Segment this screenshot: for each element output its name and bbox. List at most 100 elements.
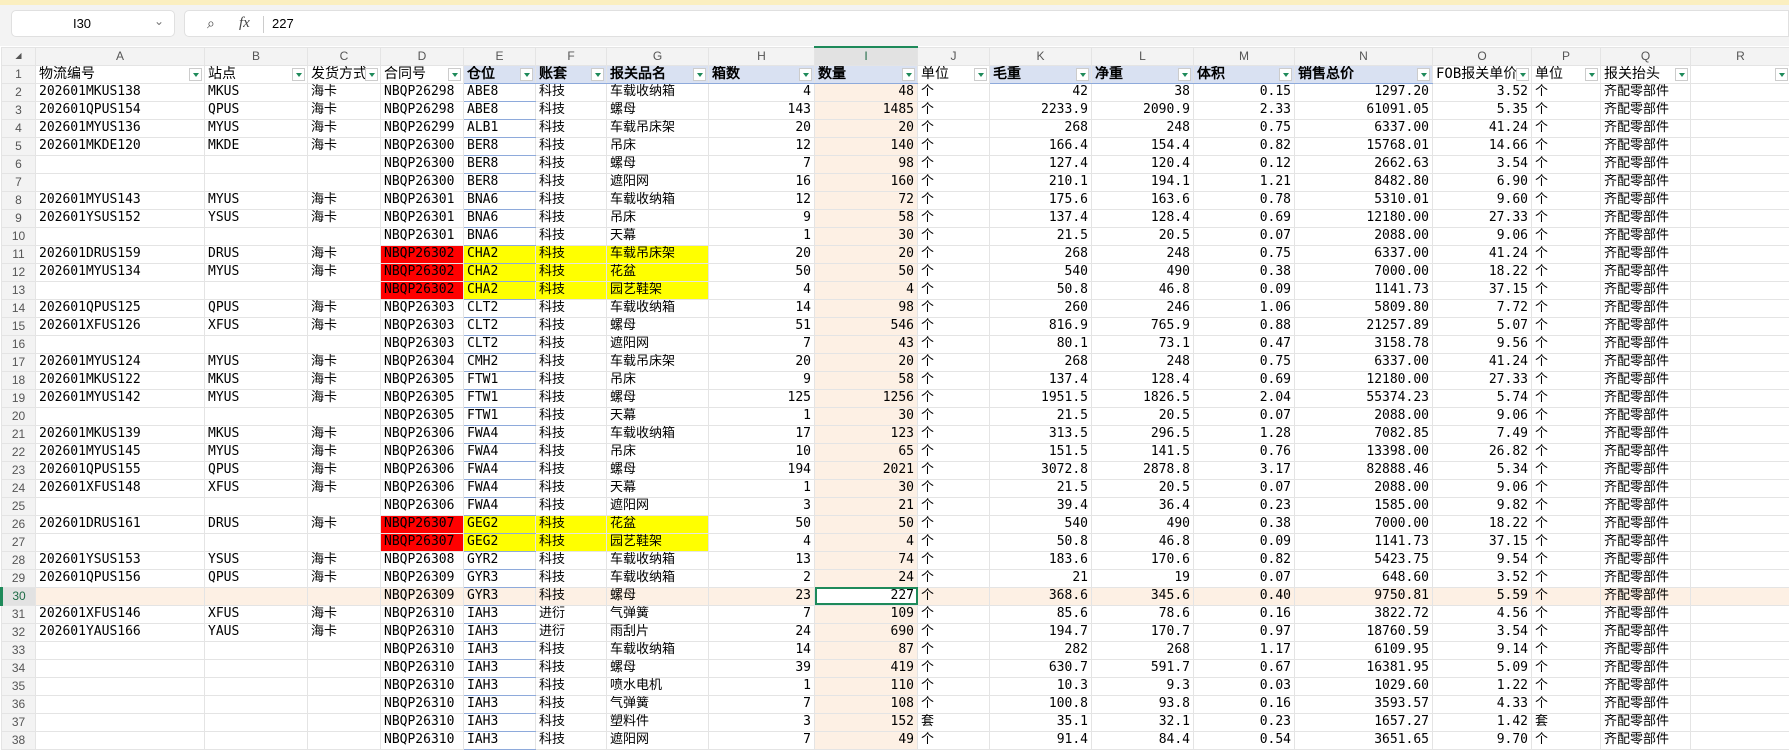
cell[interactable]: 202601MYUS142 [36,389,205,407]
row-number[interactable]: 6 [2,155,36,173]
header-cell[interactable]: 报关品名 [607,65,709,83]
cell[interactable]: 690 [815,623,918,641]
cell[interactable]: 170.7 [1092,623,1194,641]
cell[interactable]: 个 [918,155,990,173]
cell[interactable] [1691,281,1789,299]
cell[interactable]: 个 [1532,281,1601,299]
cell[interactable]: FWA4 [464,443,536,461]
row-number[interactable]: 18 [2,371,36,389]
cell[interactable] [1691,83,1789,101]
cell[interactable]: 海卡 [308,299,381,317]
header-cell[interactable]: 仓位 [464,65,536,83]
cell[interactable]: 210.1 [990,173,1092,191]
cell[interactable]: 个 [918,191,990,209]
cell[interactable] [1691,695,1789,713]
cell[interactable]: NBQP26306 [381,479,464,497]
filter-dropdown-icon[interactable] [902,68,915,81]
cell[interactable]: 0.75 [1194,119,1295,137]
cell[interactable]: 0.82 [1194,137,1295,155]
filter-dropdown-icon[interactable] [520,68,533,81]
cell[interactable]: 螺母 [607,155,709,173]
cell[interactable]: 塑料件 [607,713,709,731]
cell[interactable]: 3 [709,713,815,731]
cell[interactable]: 39 [709,659,815,677]
cell[interactable]: 765.9 [1092,317,1194,335]
cell[interactable] [308,533,381,551]
cell[interactable]: NBQP26306 [381,461,464,479]
cell[interactable]: 海卡 [308,551,381,569]
cell[interactable]: 816.9 [990,317,1092,335]
cell[interactable]: 车载收纳箱 [607,641,709,659]
cell[interactable]: 个 [918,569,990,587]
header-cell[interactable] [1691,65,1789,83]
cell[interactable]: 1 [709,227,815,245]
cell[interactable]: 143 [709,101,815,119]
cell[interactable]: 30 [815,479,918,497]
cell[interactable]: NBQP26303 [381,317,464,335]
cell[interactable]: MYUS [205,353,308,371]
cell[interactable]: 齐配零部件 [1601,155,1691,173]
cell[interactable]: MYUS [205,119,308,137]
cell[interactable]: BER8 [464,173,536,191]
cell[interactable]: NBQP26310 [381,623,464,641]
cell[interactable] [36,587,205,605]
cell[interactable]: NBQP26310 [381,695,464,713]
cell[interactable] [308,713,381,731]
cell[interactable]: FTW1 [464,371,536,389]
cell[interactable]: 9.82 [1433,497,1532,515]
cell[interactable]: 202601YSUS152 [36,209,205,227]
cell[interactable]: 3.54 [1433,155,1532,173]
cell[interactable]: 58 [815,209,918,227]
cell[interactable]: 0.23 [1194,713,1295,731]
filter-dropdown-icon[interactable] [591,68,604,81]
cell[interactable]: 41.24 [1433,119,1532,137]
cell[interactable]: 齐配零部件 [1601,569,1691,587]
cell[interactable]: 12180.00 [1295,209,1433,227]
cell[interactable]: 194 [709,461,815,479]
cell[interactable]: 个 [1532,497,1601,515]
cell[interactable]: 齐配零部件 [1601,317,1691,335]
cell[interactable]: 科技 [536,119,607,137]
cell[interactable]: 58 [815,371,918,389]
column-header-E[interactable]: E [464,47,536,65]
cell[interactable]: 14 [709,641,815,659]
cell[interactable]: 科技 [536,569,607,587]
cell[interactable]: 海卡 [308,443,381,461]
row-number[interactable]: 4 [2,119,36,137]
function-icon[interactable]: fx [239,15,250,32]
cell[interactable]: NBQP26308 [381,551,464,569]
cell[interactable]: 海卡 [308,119,381,137]
row-number[interactable]: 3 [2,101,36,119]
cell[interactable]: 个 [1532,299,1601,317]
active-cell[interactable]: 227 [815,587,918,605]
cell[interactable]: YAUS [205,623,308,641]
cell[interactable]: 科技 [536,299,607,317]
cell[interactable]: 0.67 [1194,659,1295,677]
cell[interactable]: 3593.57 [1295,695,1433,713]
cell[interactable]: 齐配零部件 [1601,605,1691,623]
zoom-icon[interactable]: ⌕ [207,15,215,32]
cell[interactable]: BER8 [464,155,536,173]
cell[interactable]: 科技 [536,173,607,191]
cell[interactable]: 齐配零部件 [1601,443,1691,461]
cell[interactable]: 个 [1532,479,1601,497]
cell[interactable]: 个 [1532,317,1601,335]
cell[interactable]: NBQP26303 [381,299,464,317]
cell[interactable]: IAH3 [464,731,536,749]
cell[interactable]: 个 [1532,101,1601,119]
cell[interactable]: 51 [709,317,815,335]
cell[interactable]: 163.6 [1092,191,1194,209]
cell[interactable]: 2233.9 [990,101,1092,119]
cell[interactable]: 螺母 [607,659,709,677]
cell[interactable] [1691,569,1789,587]
cell[interactable]: BER8 [464,137,536,155]
cell[interactable]: 个 [1532,227,1601,245]
cell[interactable]: 16 [709,173,815,191]
cell[interactable] [1691,443,1789,461]
cell[interactable] [205,281,308,299]
cell[interactable]: 7 [709,155,815,173]
cell[interactable]: QPUS [205,101,308,119]
cell[interactable]: 84.4 [1092,731,1194,749]
cell[interactable]: 202601XFUS148 [36,479,205,497]
cell[interactable] [308,677,381,695]
